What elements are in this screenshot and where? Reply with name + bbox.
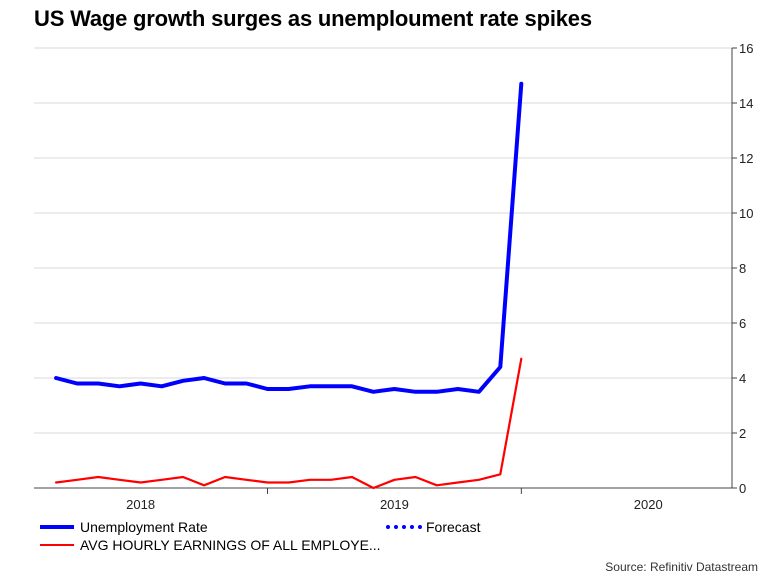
legend-item-forecast: Forecast — [386, 519, 480, 535]
x-tick-label-2018: 2018 — [126, 497, 155, 512]
y-tick-label-2: 2 — [739, 426, 746, 441]
y-tick-label-14: 14 — [739, 96, 753, 111]
x-tick-label-2019: 2019 — [380, 497, 409, 512]
chart-title: US Wage growth surges as unemploument ra… — [34, 6, 592, 31]
x-tick-label-2020: 2020 — [634, 497, 663, 512]
legend-swatch-forecast — [386, 525, 422, 529]
source-note: Source: Refinitiv Datastream — [605, 560, 758, 574]
y-tick-label-6: 6 — [739, 316, 746, 331]
legend-swatch-unemployment — [40, 525, 74, 529]
series-line-unemployment — [54, 81, 524, 394]
y-tick-label-0: 0 — [739, 481, 746, 496]
legend-item-unemployment: Unemployment Rate — [40, 519, 208, 535]
y-tick-label-4: 4 — [739, 371, 746, 386]
legend-label-unemployment: Unemployment Rate — [80, 519, 208, 535]
legend-swatch-earnings — [40, 544, 74, 546]
y-tick-label-16: 16 — [739, 41, 753, 56]
y-tick-label-10: 10 — [739, 206, 753, 221]
y-tick-label-8: 8 — [739, 261, 746, 276]
legend-label-forecast: Forecast — [426, 519, 481, 535]
legend-item-earnings: AVG HOURLY EARNINGS OF ALL EMPLOYE... — [40, 537, 381, 553]
legend-label-earnings: AVG HOURLY EARNINGS OF ALL EMPLOYE... — [80, 537, 381, 553]
series-line-earnings — [54, 357, 523, 490]
y-tick-label-12: 12 — [739, 151, 753, 166]
